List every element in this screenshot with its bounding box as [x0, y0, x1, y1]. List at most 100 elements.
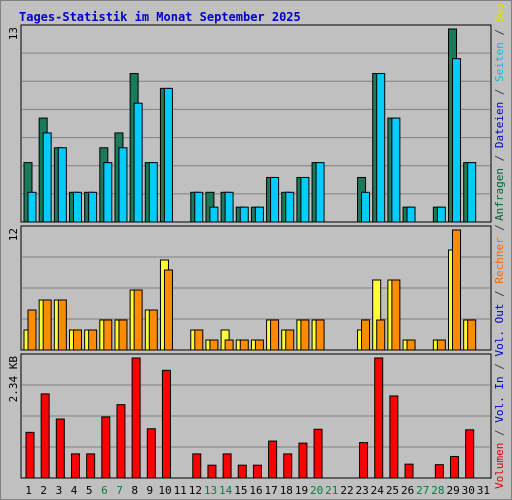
bar-volumen — [252, 464, 262, 479]
panel-1: 13 — [7, 24, 492, 223]
x-tick-label: 6 — [101, 484, 108, 497]
legend-part: Anfragen — [493, 168, 506, 221]
legend-part: / — [493, 224, 506, 237]
bar-rechner — [406, 339, 416, 351]
bar-rechner — [391, 279, 401, 351]
bar-rechner — [436, 339, 446, 351]
x-tick-label: 20 — [310, 484, 323, 497]
bar-volumen — [131, 357, 141, 479]
bar-rechner — [300, 319, 310, 351]
bar-volumen — [207, 464, 217, 479]
x-tick-label: 18 — [280, 484, 293, 497]
bar-volumen — [298, 442, 308, 479]
bar-rechner — [133, 289, 143, 351]
right-legend-top: Anfragen / Dateien / Seiten / Besuche — [493, 1, 506, 221]
bar-rechner — [361, 319, 371, 351]
x-tick-label: 8 — [131, 484, 138, 497]
legend-part: / — [493, 284, 506, 304]
bar-volumen — [40, 393, 50, 479]
bar-seiten — [452, 58, 462, 223]
x-tick-label: 15 — [234, 484, 247, 497]
x-tick-label: 27 — [416, 484, 429, 497]
bar-rechner — [103, 319, 113, 351]
bar-seiten — [254, 206, 264, 223]
x-tick-label: 4 — [71, 484, 78, 497]
x-tick-label: 24 — [371, 484, 385, 497]
x-tick-label: 13 — [204, 484, 217, 497]
legend-part: Dateien — [493, 102, 506, 148]
legend-part: Seiten — [493, 42, 506, 82]
bar-rechner — [224, 339, 234, 351]
x-tick-label: 9 — [147, 484, 154, 497]
legend-part: / — [493, 357, 506, 377]
legend-part: / — [493, 22, 506, 42]
bar-seiten — [209, 206, 219, 223]
bar-volumen — [55, 418, 65, 479]
bar-rechner — [194, 329, 204, 351]
bar-rechner — [209, 339, 219, 351]
bar-rechner — [285, 329, 295, 351]
bar-volumen — [70, 453, 80, 479]
x-tick-label: 2 — [40, 484, 47, 497]
x-tick-label: 17 — [265, 484, 278, 497]
bar-seiten — [148, 162, 158, 223]
bar-seiten — [406, 206, 416, 223]
bar-seiten — [118, 147, 128, 223]
bar-volumen — [374, 357, 384, 479]
x-tick-label: 30 — [462, 484, 475, 497]
bar-rechner — [315, 319, 325, 351]
bar-seiten — [285, 191, 295, 223]
bar-volumen — [434, 464, 444, 479]
bar-seiten — [467, 162, 477, 223]
bar-volumen — [283, 453, 293, 479]
y-max-label: 12 — [7, 228, 20, 241]
bar-rechner — [88, 329, 98, 351]
bar-volumen — [86, 453, 96, 479]
bar-rechner — [57, 299, 67, 351]
legend-part: / — [493, 423, 506, 443]
bar-seiten — [436, 206, 446, 223]
bar-volumen — [222, 453, 232, 479]
bar-seiten — [133, 102, 143, 223]
legend-part: / — [493, 148, 506, 168]
bar-seiten — [103, 162, 113, 223]
panel-3: 2.34 KB — [7, 353, 492, 479]
x-tick-label: 29 — [446, 484, 459, 497]
legend-part: Vol. Out — [493, 304, 506, 357]
bar-seiten — [27, 191, 37, 223]
bar-volumen — [101, 416, 111, 479]
bar-rechner — [118, 319, 128, 351]
bar-rechner — [72, 329, 82, 351]
x-tick-label: 22 — [340, 484, 353, 497]
bar-seiten — [88, 191, 98, 223]
bar-rechner — [239, 339, 249, 351]
x-tick-label: 31 — [477, 484, 490, 497]
x-tick-label: 23 — [356, 484, 369, 497]
bar-volumen — [313, 428, 323, 479]
x-tick-label: 19 — [295, 484, 308, 497]
bar-volumen — [192, 453, 202, 479]
bar-rechner — [27, 309, 37, 351]
x-tick-label: 5 — [86, 484, 93, 497]
x-tick-label: 11 — [174, 484, 187, 497]
bar-volumen — [268, 440, 278, 479]
bar-volumen — [161, 369, 171, 479]
legend-part: Vol. In — [493, 376, 506, 422]
panel-2: 12 — [7, 225, 492, 351]
bar-seiten — [270, 176, 280, 223]
legend-part: Volumen — [493, 443, 506, 489]
x-tick-label: 12 — [189, 484, 202, 497]
x-axis-day-labels: 1 2 3 4 5 6 7 8 9 10 11 12 13 14 15 16 17 18 19 20 21 22 23 24 2… — [25, 484, 490, 497]
bar-seiten — [194, 191, 204, 223]
x-tick-label: 7 — [116, 484, 123, 497]
x-tick-label: 21 — [325, 484, 338, 497]
x-tick-label: 14 — [219, 484, 233, 497]
bar-seiten — [391, 117, 401, 223]
bar-seiten — [57, 147, 67, 223]
chart-panels: 13 12 2.34 KB — [7, 24, 492, 479]
bar-volumen — [359, 442, 369, 479]
y-max-label: 13 — [7, 27, 20, 40]
chart-title: Tages-Statistik im Monat September 2025 — [19, 10, 301, 24]
